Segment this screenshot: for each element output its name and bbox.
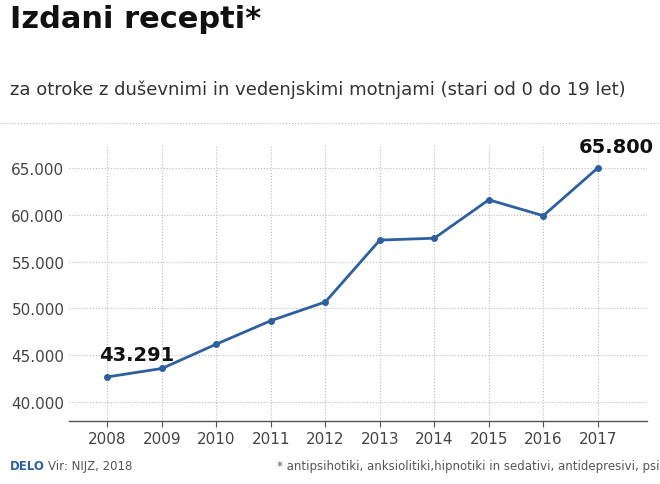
Text: * antipsihotiki, anksiolitiki,hipnotiki in sedativi, antidepresivi, psihostimula: * antipsihotiki, anksiolitiki,hipnotiki … <box>277 459 660 472</box>
Text: Vir: NIJZ, 2018: Vir: NIJZ, 2018 <box>48 459 132 472</box>
Text: 65.800: 65.800 <box>579 137 653 156</box>
Text: Izdani recepti*: Izdani recepti* <box>10 5 261 34</box>
Text: 43.291: 43.291 <box>99 345 174 364</box>
Text: za otroke z duševnimi in vedenjskimi motnjami (stari od 0 do 19 let): za otroke z duševnimi in vedenjskimi mot… <box>10 80 626 98</box>
Text: DELO: DELO <box>10 459 45 472</box>
